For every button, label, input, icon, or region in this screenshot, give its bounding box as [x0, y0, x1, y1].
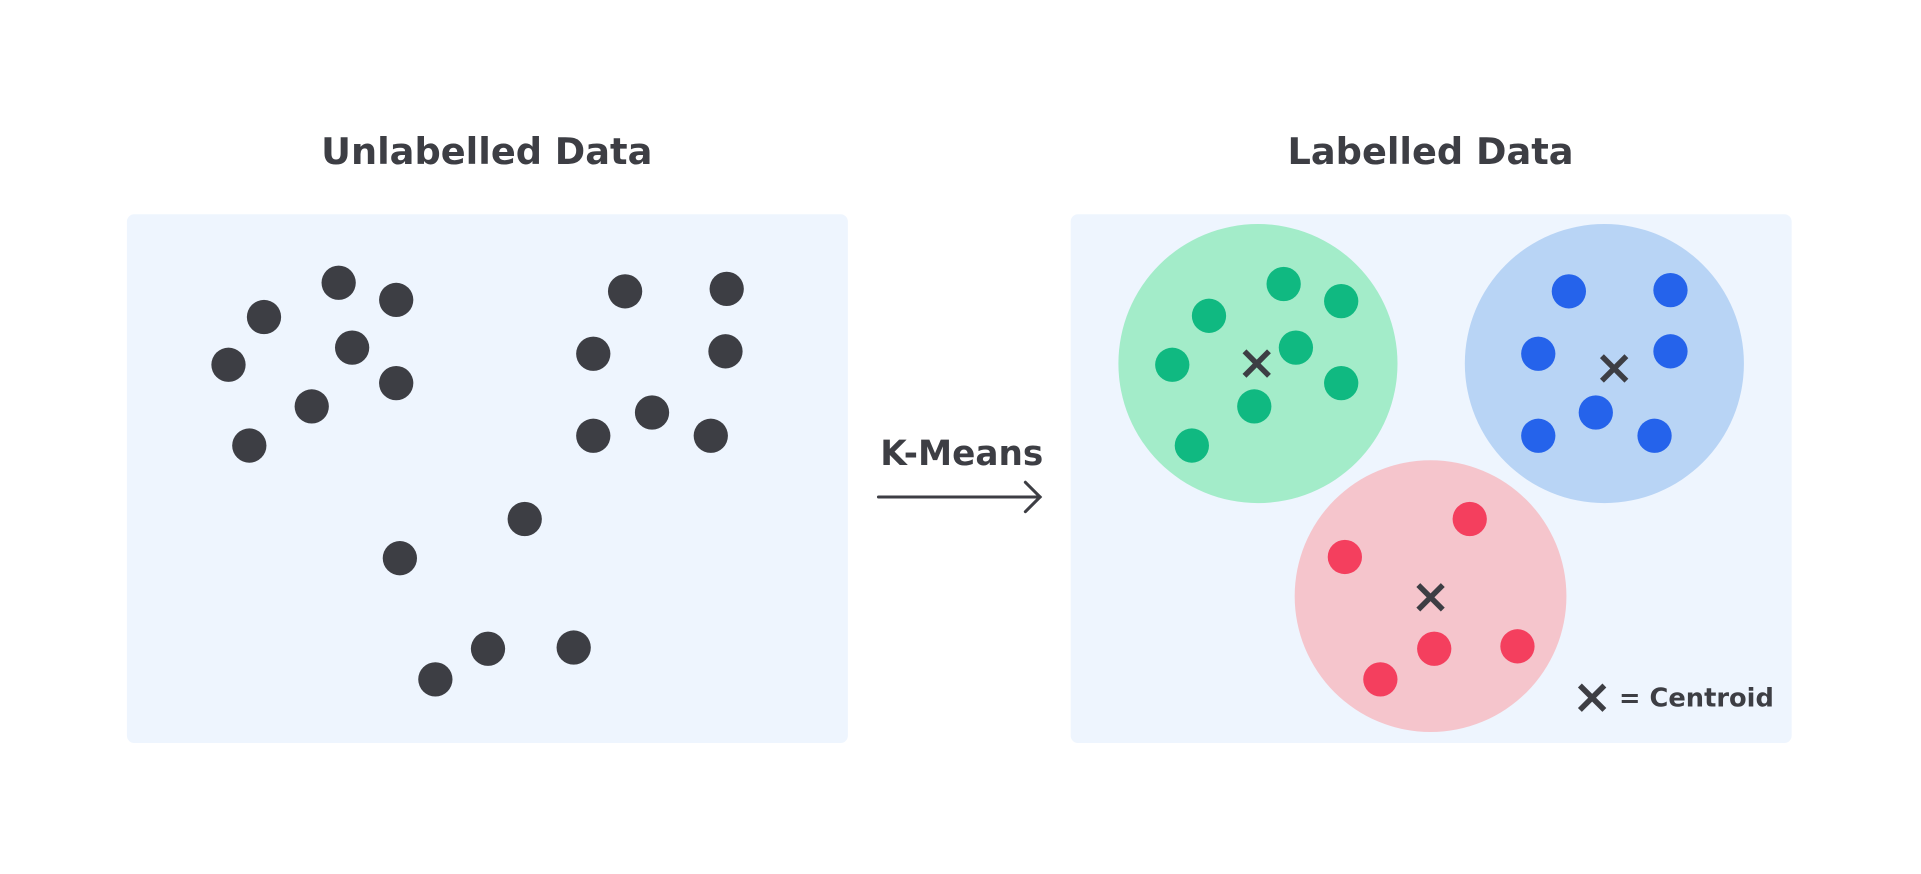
data-point-red [1363, 662, 1398, 697]
data-point [607, 274, 643, 309]
data-point [634, 395, 670, 430]
data-point [470, 631, 506, 666]
data-point-green [1237, 389, 1272, 424]
unlabelled-points [211, 265, 744, 697]
data-point [232, 428, 267, 463]
labelled-title: Labelled Data [1287, 130, 1573, 173]
data-point-blue [1653, 272, 1688, 308]
data-point-green [1266, 266, 1301, 302]
data-point [379, 366, 414, 401]
cluster-blue [1464, 224, 1744, 504]
data-point-red [1417, 631, 1452, 666]
data-point-green [1155, 347, 1190, 382]
data-point [382, 541, 418, 576]
data-point [211, 347, 246, 382]
data-point [418, 662, 453, 697]
data-point-green [1278, 330, 1314, 365]
data-point-blue [1653, 334, 1688, 369]
data-point-green [1324, 366, 1359, 401]
centroid-legend-icon [1577, 683, 1607, 712]
data-point [708, 334, 743, 369]
data-point-blue [1551, 274, 1587, 309]
data-point [576, 336, 611, 371]
cluster-red [1294, 460, 1567, 733]
centroid-x-icon [1242, 349, 1271, 378]
data-point-red [1452, 501, 1487, 537]
data-point [334, 330, 370, 365]
data-point-green [1174, 428, 1209, 463]
data-point-blue [1578, 395, 1613, 430]
cluster-blue-region [1464, 224, 1744, 504]
data-point [294, 389, 329, 424]
data-point [693, 418, 728, 453]
kmeans-label: K-Means [880, 434, 1043, 474]
data-point [246, 299, 282, 335]
data-point-red [1327, 539, 1363, 575]
x-icon [1577, 683, 1607, 712]
data-point [321, 265, 356, 300]
data-point-red [1500, 629, 1535, 664]
cluster-green [1118, 224, 1398, 504]
data-point-blue [1521, 336, 1556, 371]
data-point [556, 630, 591, 665]
unlabelled-panel [126, 214, 848, 744]
data-point [507, 501, 542, 537]
clusters [1118, 224, 1744, 733]
data-point [709, 271, 744, 307]
centroid-x-icon [1416, 583, 1445, 612]
data-point [576, 418, 611, 453]
data-point-green [1191, 298, 1227, 333]
arrow-icon [876, 480, 1043, 514]
data-point [379, 282, 414, 318]
data-point-green [1324, 283, 1359, 319]
data-point-blue [1521, 418, 1556, 453]
centroid-legend-label: = Centroid [1619, 683, 1774, 713]
centroid-x-icon [1599, 354, 1629, 383]
unlabelled-title: Unlabelled Data [321, 130, 652, 173]
data-point-blue [1637, 418, 1672, 453]
